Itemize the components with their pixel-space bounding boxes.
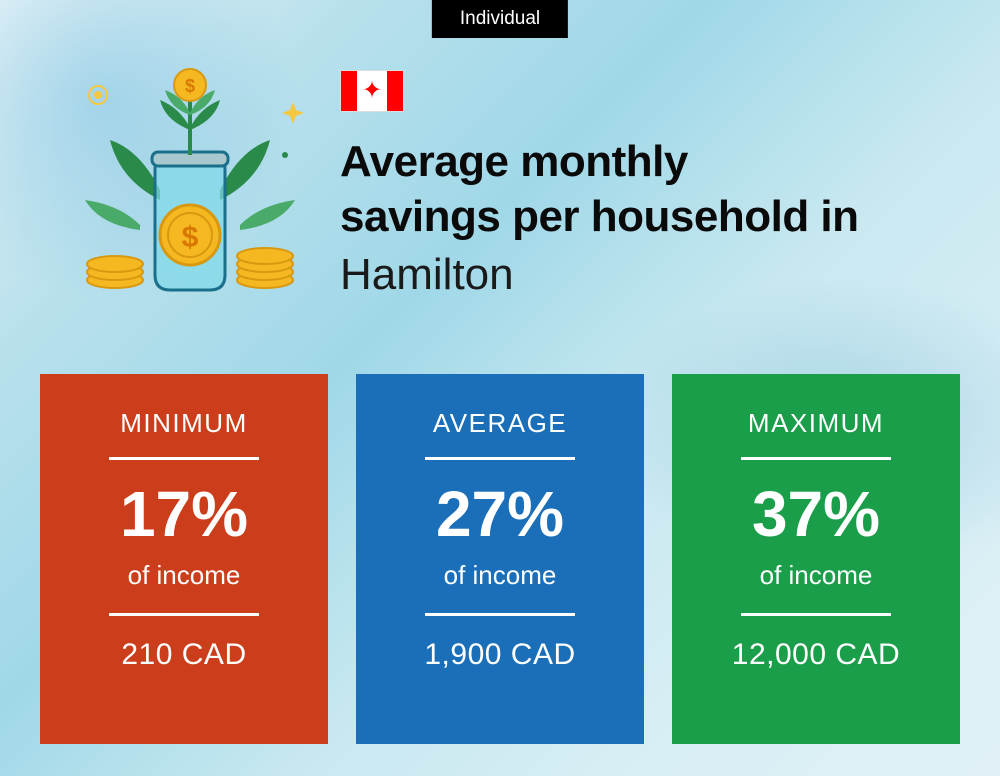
divider xyxy=(425,613,575,616)
card-label: MINIMUM xyxy=(120,408,247,439)
page-title-line2: savings per household in xyxy=(340,189,960,244)
category-badge: Individual xyxy=(432,0,568,38)
card-amount: 210 CAD xyxy=(121,638,246,672)
average-card: AVERAGE 27% of income 1,900 CAD xyxy=(356,374,644,744)
card-amount: 1,900 CAD xyxy=(424,638,575,672)
canada-flag-icon: ✦ xyxy=(340,70,404,112)
card-sub: of income xyxy=(444,560,557,591)
maximum-card: MAXIMUM 37% of income 12,000 CAD xyxy=(672,374,960,744)
stats-cards-row: MINIMUM 17% of income 210 CAD AVERAGE 27… xyxy=(40,374,960,744)
divider xyxy=(109,457,259,460)
title-block: ✦ Average monthly savings per household … xyxy=(340,60,960,306)
page-title-line1: Average monthly xyxy=(340,134,960,189)
svg-text:$: $ xyxy=(185,76,195,96)
card-label: AVERAGE xyxy=(433,408,567,439)
divider xyxy=(109,613,259,616)
minimum-card: MINIMUM 17% of income 210 CAD xyxy=(40,374,328,744)
card-sub: of income xyxy=(760,560,873,591)
divider xyxy=(425,457,575,460)
divider xyxy=(741,457,891,460)
card-label: MAXIMUM xyxy=(748,408,884,439)
card-percent: 37% xyxy=(752,482,880,546)
card-percent: 17% xyxy=(120,482,248,546)
card-percent: 27% xyxy=(436,482,564,546)
header-section: $ $ ✦ Average monthly savings per househ… xyxy=(70,60,960,306)
card-sub: of income xyxy=(128,560,241,591)
savings-illustration: $ $ xyxy=(70,60,310,300)
divider xyxy=(741,613,891,616)
card-amount: 12,000 CAD xyxy=(732,638,900,672)
svg-text:$: $ xyxy=(182,221,199,254)
city-name: Hamilton xyxy=(340,244,960,306)
